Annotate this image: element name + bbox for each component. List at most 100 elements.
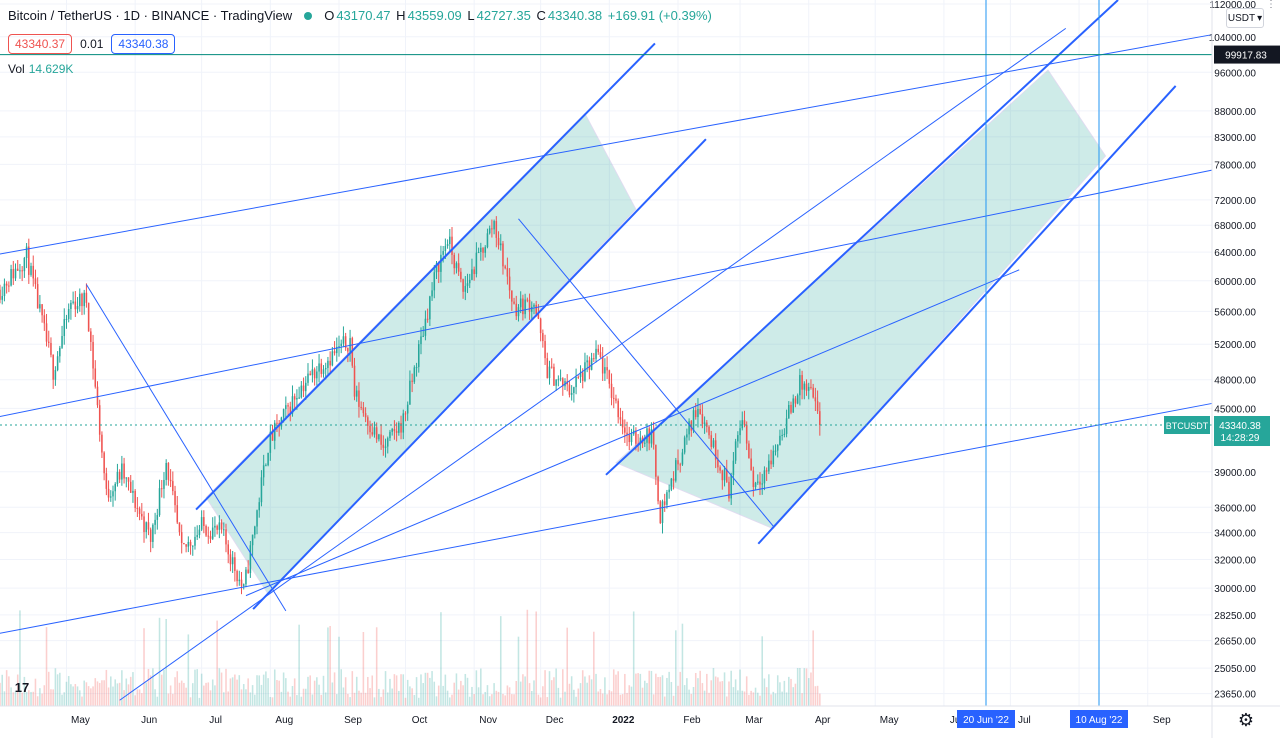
volume-bar [198, 697, 201, 706]
candle-body [225, 529, 227, 545]
volume-bar [757, 692, 759, 706]
volume-bar [23, 676, 26, 706]
candle-body [468, 279, 471, 284]
volume-bar [495, 690, 498, 706]
volume-bar [597, 691, 600, 706]
volume-bar [223, 692, 225, 706]
candle-body [231, 557, 234, 565]
volume-bar [214, 685, 216, 706]
candle-body [311, 369, 314, 376]
volume-bar [378, 688, 380, 706]
candle-body [675, 460, 677, 481]
candle-body [375, 427, 378, 440]
volume-bar [788, 676, 790, 706]
candle-body [730, 475, 732, 499]
candle-body [329, 360, 331, 366]
candle-body [699, 408, 701, 415]
candle-body [515, 303, 518, 317]
candle-body [544, 341, 546, 359]
volume-bar [260, 684, 263, 706]
volume-bar [267, 678, 269, 706]
volume-bar [668, 671, 670, 706]
candle-body [203, 517, 205, 526]
candle-body [391, 428, 393, 432]
candle-body [324, 367, 327, 370]
y-tick-label: 34000.00 [1214, 529, 1256, 540]
x-tick-label: May [880, 715, 899, 726]
volume-bar [125, 678, 128, 706]
candle-body [610, 383, 613, 398]
volume-bar [191, 683, 194, 706]
volume-bar [32, 691, 35, 706]
candle-body [123, 463, 125, 479]
candle-body [630, 434, 633, 443]
candle-body [267, 452, 269, 466]
volume-bar [63, 692, 66, 706]
candle-body [586, 360, 588, 363]
volume-bar [158, 617, 161, 706]
candle-body [588, 360, 591, 370]
sell-button[interactable]: 43340.37 [8, 34, 73, 54]
candle-body [1, 296, 3, 300]
candle-body [187, 541, 190, 547]
candle-body [23, 258, 26, 272]
y-tick-label: 45000.00 [1214, 404, 1256, 415]
volume-bar [318, 684, 320, 706]
candle-body [65, 318, 68, 320]
volume-bar [307, 676, 309, 706]
candle-body [411, 380, 413, 382]
high-value: 43559.09 [407, 8, 462, 23]
candle-body [659, 501, 662, 523]
candle-body [816, 401, 819, 412]
candle-body [679, 464, 682, 466]
candle-body [615, 398, 617, 401]
buy-button[interactable]: 43340.38 [111, 34, 176, 54]
more-dots-icon[interactable]: ⋮ [1266, 0, 1276, 10]
close-value: 43340.38 [547, 8, 603, 23]
candle-body [435, 263, 438, 273]
volume-bar [515, 681, 518, 706]
volume-bar [803, 668, 806, 706]
candle-body [165, 463, 167, 480]
candle-body [745, 424, 748, 444]
y-tick-label: 26650.00 [1214, 637, 1256, 648]
volume-bar [624, 673, 626, 706]
volume-bar [118, 682, 121, 706]
volume-bar [21, 692, 23, 706]
trend-line [0, 402, 1213, 634]
volume-bar [78, 690, 81, 706]
candle-body [110, 496, 112, 498]
volume-bar [16, 674, 19, 706]
candle-body [794, 398, 797, 404]
candle-body [608, 370, 611, 384]
volume-bar [612, 669, 615, 706]
volume-legend[interactable]: Vol 14.629K [8, 62, 73, 76]
volume-bar [59, 672, 61, 706]
candle-body [3, 283, 6, 297]
volume-bar [435, 696, 438, 706]
settings-gear-icon[interactable]: ⚙ [1237, 709, 1255, 730]
symbol-title[interactable]: Bitcoin / TetherUS · 1D · BINANCE · Trad… [8, 8, 293, 23]
candle-body [783, 433, 786, 435]
candle-body [812, 387, 814, 398]
volume-bar [336, 694, 338, 706]
volume-bar [670, 681, 673, 706]
candle-body [134, 490, 136, 508]
volume-bar [265, 671, 267, 706]
volume-bar [196, 669, 198, 706]
candle-body [528, 299, 531, 312]
volume-bar [360, 692, 362, 706]
volume-bar [28, 690, 30, 706]
volume-bar [30, 691, 32, 706]
candle-body [473, 269, 475, 275]
candle-body [781, 434, 783, 436]
trading-view-logo[interactable]: 17 [8, 676, 36, 698]
volume-bar [477, 687, 480, 706]
y-tick-label: 78000.00 [1214, 160, 1256, 171]
volume-bar [291, 686, 294, 706]
currency-button[interactable]: USDT ▾ [1226, 8, 1264, 28]
volume-label: Vol [8, 62, 25, 76]
candle-body [668, 489, 670, 493]
candle-body [358, 390, 360, 407]
